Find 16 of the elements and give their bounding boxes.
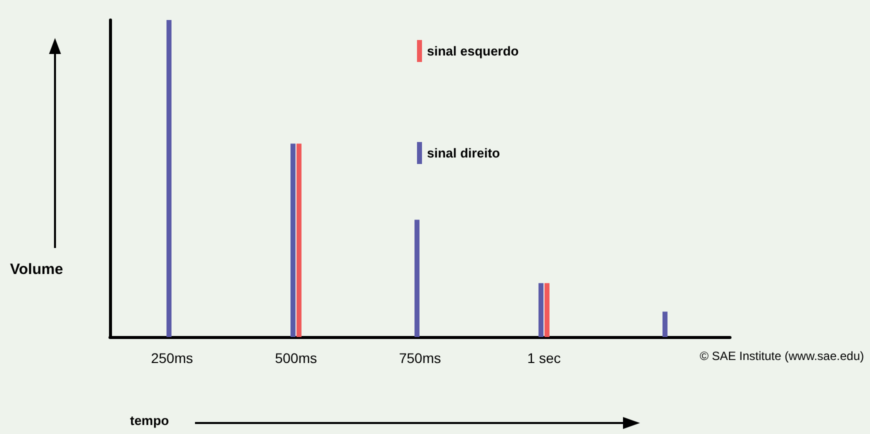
bar [166, 20, 172, 337]
bar [296, 144, 302, 337]
bar [544, 283, 550, 337]
legend-label: sinal esquerdo [427, 44, 519, 58]
x-tick-label: 500ms [274, 350, 318, 366]
bar [538, 283, 544, 337]
bar [662, 312, 668, 337]
x-tick-label: 750ms [398, 350, 442, 366]
x-axis-title: tempo [130, 413, 170, 428]
text: © SAE Institute (www.sae.edu) [700, 349, 864, 363]
legend-label: sinal direito [427, 146, 500, 160]
x-tick-label: 1 sec [527, 350, 561, 366]
bar [414, 220, 420, 337]
bar [290, 144, 296, 337]
y-axis-title: Volume [10, 261, 64, 278]
x-tick-label: 250ms [150, 350, 194, 366]
